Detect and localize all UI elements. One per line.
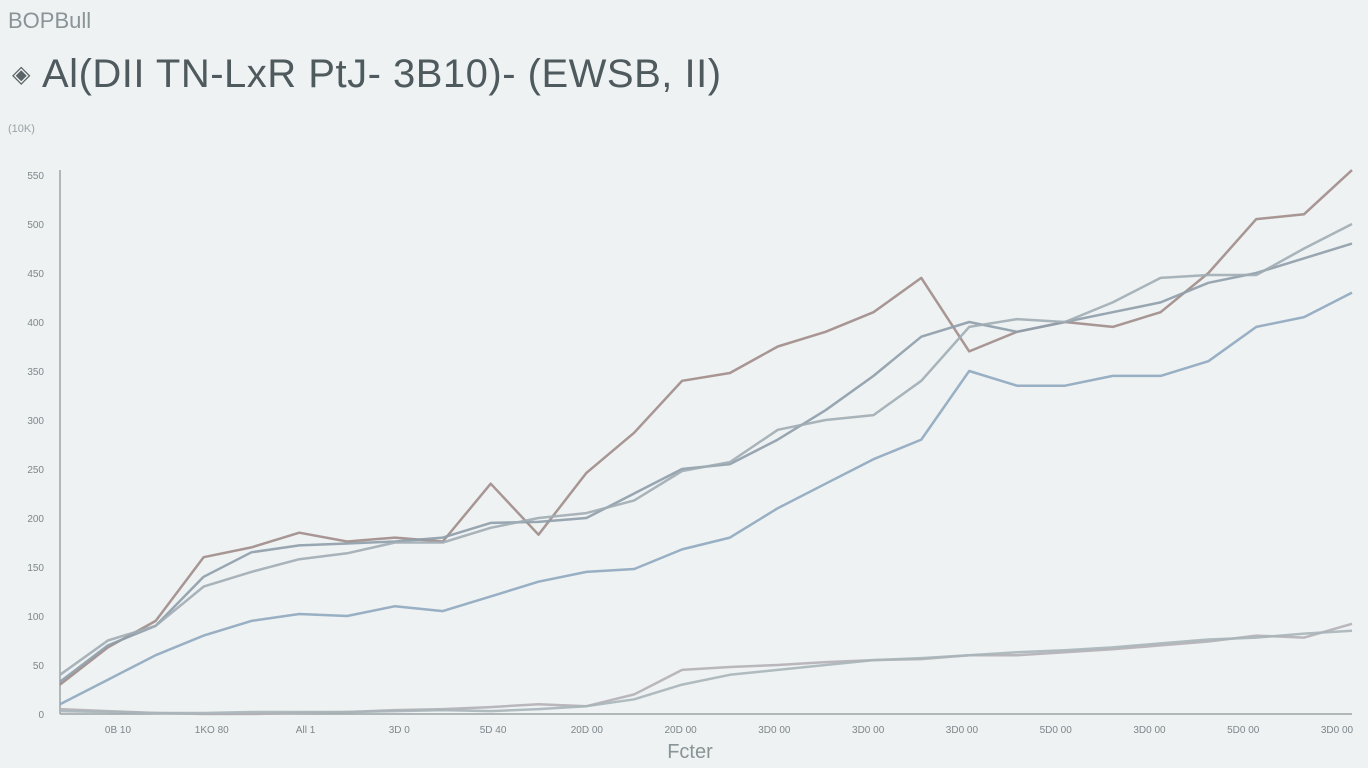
x-axis-label: Fcter: [667, 741, 713, 763]
x-tick-label: 5D0 00: [1227, 725, 1260, 736]
y-tick-label: 450: [27, 269, 44, 280]
x-tick-label: 20D 00: [664, 725, 697, 736]
y-tick-label: 400: [27, 318, 44, 329]
x-tick-label: 5D 40: [480, 725, 507, 736]
x-tick-label: 3D0 00: [1321, 725, 1354, 736]
y-tick-label: 300: [27, 416, 44, 427]
y-tick-label: 100: [27, 612, 44, 623]
series-line-5: [59, 622, 1353, 716]
series-line-3: [59, 222, 1353, 676]
x-tick-label: 3D0 00: [946, 725, 979, 736]
x-tick-label: 3D0 00: [758, 725, 791, 736]
x-tick-label: 0B 10: [105, 725, 132, 736]
x-tick-label: 20D 00: [571, 725, 604, 736]
x-tick-label: 5D0 00: [1040, 725, 1073, 736]
series-layer: [59, 169, 1353, 716]
y-ticks: 0 50 100 150 200 250 300 350 400 450 500 550: [27, 171, 44, 721]
y-tick-label: 350: [27, 367, 44, 378]
y-tick-label: 500: [27, 220, 44, 231]
chart-title: Al(DII TN-LxR PtJ- 3B10)- (EWSB, II): [42, 52, 722, 96]
x-ticks: 0B 10 1KO 80 All 1 3D 0 5D 40 20D 00 20D 00 3D0…: [105, 725, 1354, 736]
y-tick-label: 550: [27, 171, 44, 182]
y-tick-label: 0: [38, 710, 44, 721]
chart-title-row: ◈ Al(DII TN-LxR PtJ- 3B10)- (EWSB, II): [12, 52, 722, 97]
series-line-1: [59, 169, 1353, 686]
x-tick-label: 3D 0: [389, 725, 411, 736]
diamond-icon: ◈: [12, 60, 31, 88]
x-tick-label: 3D0 00: [852, 725, 885, 736]
y-tick-label: 150: [27, 563, 44, 574]
y-axis-label: (10K): [8, 123, 35, 135]
app-name: BOPBull: [8, 8, 92, 33]
x-tick-label: All 1: [296, 725, 316, 736]
x-tick-label: 1KO 80: [195, 725, 229, 736]
series-line-6: [59, 629, 1353, 715]
y-tick-label: 250: [27, 465, 44, 476]
series-line-4: [59, 291, 1353, 706]
chart-axes: [59, 170, 1352, 715]
series-line-2: [59, 242, 1353, 683]
y-tick-label: 50: [33, 661, 45, 672]
x-tick-label: 3D0 00: [1133, 725, 1166, 736]
y-tick-label: 200: [27, 514, 44, 525]
